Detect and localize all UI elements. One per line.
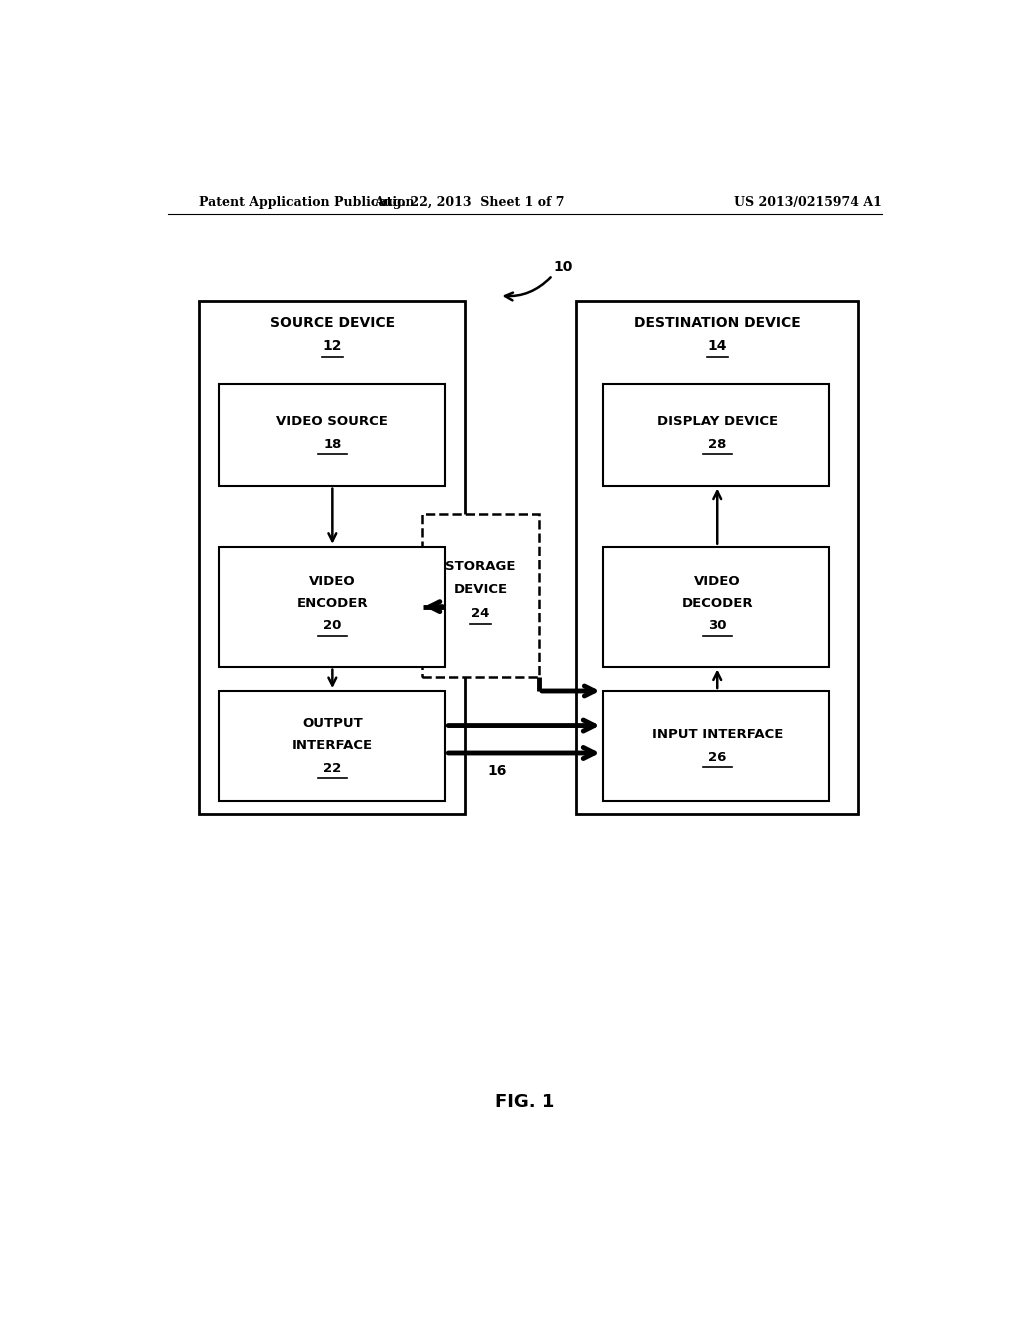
- Text: ENCODER: ENCODER: [297, 597, 369, 610]
- FancyBboxPatch shape: [219, 546, 445, 667]
- Text: 26: 26: [708, 751, 726, 763]
- Text: 16: 16: [487, 764, 507, 779]
- FancyBboxPatch shape: [577, 301, 858, 814]
- Text: SOURCE DEVICE: SOURCE DEVICE: [269, 315, 395, 330]
- Text: DECODER: DECODER: [681, 597, 753, 610]
- Text: DEVICE: DEVICE: [454, 583, 508, 595]
- FancyBboxPatch shape: [219, 690, 445, 801]
- FancyBboxPatch shape: [602, 546, 828, 667]
- Text: 18: 18: [324, 437, 342, 450]
- Text: 20: 20: [324, 619, 342, 632]
- Text: OUTPUT: OUTPUT: [302, 717, 362, 730]
- Text: 28: 28: [708, 437, 726, 450]
- Text: INPUT INTERFACE: INPUT INTERFACE: [651, 729, 783, 742]
- Text: Patent Application Publication: Patent Application Publication: [200, 195, 415, 209]
- Text: DISPLAY DEVICE: DISPLAY DEVICE: [656, 416, 778, 428]
- Text: STORAGE: STORAGE: [445, 561, 516, 573]
- Text: 30: 30: [708, 619, 726, 632]
- Text: 24: 24: [471, 607, 489, 620]
- Text: Aug. 22, 2013  Sheet 1 of 7: Aug. 22, 2013 Sheet 1 of 7: [374, 195, 564, 209]
- Text: INTERFACE: INTERFACE: [292, 739, 373, 752]
- FancyBboxPatch shape: [422, 515, 539, 677]
- Text: VIDEO: VIDEO: [694, 574, 740, 587]
- Text: 12: 12: [323, 339, 342, 354]
- Text: DESTINATION DEVICE: DESTINATION DEVICE: [634, 315, 801, 330]
- Text: FIG. 1: FIG. 1: [496, 1093, 554, 1110]
- Text: 14: 14: [708, 339, 727, 354]
- Text: 22: 22: [324, 762, 341, 775]
- FancyBboxPatch shape: [602, 384, 828, 486]
- FancyBboxPatch shape: [219, 384, 445, 486]
- Text: 10: 10: [553, 260, 572, 275]
- Text: VIDEO SOURCE: VIDEO SOURCE: [276, 416, 388, 428]
- FancyBboxPatch shape: [200, 301, 465, 814]
- Text: US 2013/0215974 A1: US 2013/0215974 A1: [734, 195, 882, 209]
- FancyBboxPatch shape: [602, 690, 828, 801]
- Text: VIDEO: VIDEO: [309, 574, 355, 587]
